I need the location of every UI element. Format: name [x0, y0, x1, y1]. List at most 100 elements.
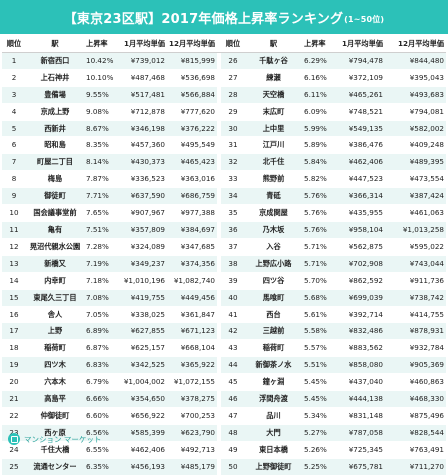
dec-price-cell: ¥686,759: [167, 187, 217, 206]
jan-price-cell: ¥699,039: [335, 289, 385, 307]
station-cell: 馬喰町: [245, 289, 302, 307]
dec-price-cell: ¥493,683: [385, 86, 446, 104]
jan-price-cell: ¥794,478: [335, 52, 385, 70]
rank-cell: 33: [221, 170, 245, 189]
rank-cell: 28: [221, 86, 245, 104]
table-row: 18 稲荷町 6.87% ¥625,157 ¥668,104 43 稲荷町 5.57% ¥883…: [2, 339, 446, 358]
table-row: 13 新橋又 7.19% ¥349,237 ¥374,356 38 上野広小路 5.71% ¥7…: [2, 255, 446, 273]
column-gap: [217, 407, 221, 425]
dec-price-cell: ¥378,275: [167, 390, 217, 408]
station-cell: 稲荷町: [26, 339, 84, 358]
rank-cell: 42: [221, 322, 245, 341]
dec-price-cell: ¥361,847: [167, 306, 217, 324]
rate-cell: 5.51%: [302, 356, 335, 375]
dec-price-cell: ¥905,369: [385, 356, 446, 375]
table-row: 22 仲御徒町 6.60% ¥656,922 ¥700,253 47 品川 5.34% ¥831…: [2, 407, 446, 425]
rank-cell: 26: [221, 52, 245, 70]
jan-price-cell: ¥338,025: [117, 306, 167, 324]
dec-price-cell: ¥365,922: [167, 356, 217, 375]
station-cell: 青砥: [245, 187, 302, 206]
rank-cell: 11: [2, 221, 26, 239]
jan-price-cell: ¥585,399: [117, 424, 167, 442]
dec-price-cell: ¥414,755: [385, 306, 446, 324]
rate-cell: 6.60%: [84, 407, 117, 425]
rate-cell: 7.19%: [84, 255, 117, 273]
jan-price-cell: ¥517,481: [117, 86, 167, 104]
dec-price-cell: ¥465,423: [167, 153, 217, 172]
rate-cell: 6.66%: [84, 390, 117, 408]
dec-price-cell: ¥449,456: [167, 289, 217, 307]
rate-cell: 6.16%: [302, 69, 335, 87]
station-cell: 西台: [245, 306, 302, 324]
dec-price-cell: ¥743,044: [385, 255, 446, 273]
dec-price-cell: ¥489,395: [385, 153, 446, 172]
rank-cell: 37: [221, 238, 245, 256]
jan-price-cell: ¥336,523: [117, 170, 167, 189]
station-cell: 千駄ヶ谷: [245, 52, 302, 70]
jan-price-cell: ¥712,878: [117, 103, 167, 121]
jan-price-cell: ¥637,590: [117, 187, 167, 206]
rank-cell: 36: [221, 221, 245, 239]
header-rank: 順位: [221, 36, 245, 53]
station-cell: 東尾久三丁目: [26, 289, 84, 307]
rank-cell: 30: [221, 120, 245, 138]
jan-price-cell: ¥907,967: [117, 204, 167, 222]
jan-price-cell: ¥958,104: [335, 221, 385, 239]
rank-cell: 21: [2, 390, 26, 408]
rate-cell: 5.34%: [302, 407, 335, 425]
dec-price-cell: ¥468,330: [385, 390, 446, 408]
rank-cell: 8: [2, 170, 26, 189]
station-cell: 上野広小路: [245, 255, 302, 273]
jan-price-cell: ¥883,562: [335, 339, 385, 358]
table-row: 20 六本木 6.79% ¥1,004,002 ¥1,072,155 45 鐘ヶ淵 5.45%…: [2, 373, 446, 392]
station-cell: 亀有: [26, 221, 84, 239]
brand-footer: マンション マーケット: [8, 431, 101, 447]
rate-cell: 5.57%: [302, 339, 335, 358]
jan-price-cell: ¥562,875: [335, 238, 385, 256]
jan-price-cell: ¥487,468: [117, 69, 167, 87]
rate-cell: 5.71%: [302, 238, 335, 256]
station-cell: 天空橋: [245, 86, 302, 104]
rate-cell: 5.71%: [302, 255, 335, 273]
column-gap: [217, 373, 221, 392]
rate-cell: 8.35%: [84, 136, 117, 155]
jan-price-cell: ¥675,781: [335, 458, 385, 476]
rate-cell: 6.83%: [84, 356, 117, 375]
header-rate: 上昇率: [302, 36, 335, 53]
station-cell: 稲荷町: [245, 339, 302, 358]
jan-price-cell: ¥386,476: [335, 136, 385, 155]
rate-cell: 5.76%: [302, 187, 335, 206]
station-cell: 浮間舟渡: [245, 390, 302, 408]
station-cell: 新御茶ノ水: [245, 356, 302, 375]
jan-price-cell: ¥430,373: [117, 153, 167, 172]
dec-price-cell: ¥395,043: [385, 69, 446, 87]
rank-cell: 25: [2, 458, 26, 476]
header-dec-price: 12月平均単価: [167, 36, 217, 53]
rate-cell: 5.61%: [302, 306, 335, 324]
station-cell: 流通センター: [26, 458, 84, 476]
jan-price-cell: ¥465,261: [335, 86, 385, 104]
rate-cell: 7.05%: [84, 306, 117, 324]
column-gap: [217, 103, 221, 121]
rate-cell: 5.25%: [302, 458, 335, 476]
ranking-table-container: 順位 駅 上昇率 1月平均単価 12月平均単価 順位 駅 上昇率 1月平均単価 …: [2, 36, 446, 476]
column-gap: [217, 170, 221, 189]
station-cell: 仲御徒町: [26, 407, 84, 425]
rate-cell: 7.71%: [84, 187, 117, 206]
dec-price-cell: ¥582,002: [385, 120, 446, 138]
jan-price-cell: ¥342,525: [117, 356, 167, 375]
rank-cell: 12: [2, 238, 26, 256]
dec-price-cell: ¥844,480: [385, 52, 446, 70]
station-cell: 熊野前: [245, 170, 302, 189]
rank-cell: 10: [2, 204, 26, 222]
table-row: 9 御徒町 7.71% ¥637,590 ¥686,759 34 青砥 5.76% ¥366,3…: [2, 187, 446, 206]
table-row: 19 四ツ木 6.83% ¥342,525 ¥365,922 44 新御茶ノ水 5.51% ¥8…: [2, 356, 446, 375]
rank-cell: 32: [221, 153, 245, 172]
rate-cell: 7.08%: [84, 289, 117, 307]
rate-cell: 10.42%: [84, 52, 117, 70]
rank-cell: 38: [221, 255, 245, 273]
rate-cell: 7.28%: [84, 238, 117, 256]
rank-cell: 19: [2, 356, 26, 375]
station-cell: 京成上野: [26, 103, 84, 121]
jan-price-cell: ¥549,135: [335, 120, 385, 138]
